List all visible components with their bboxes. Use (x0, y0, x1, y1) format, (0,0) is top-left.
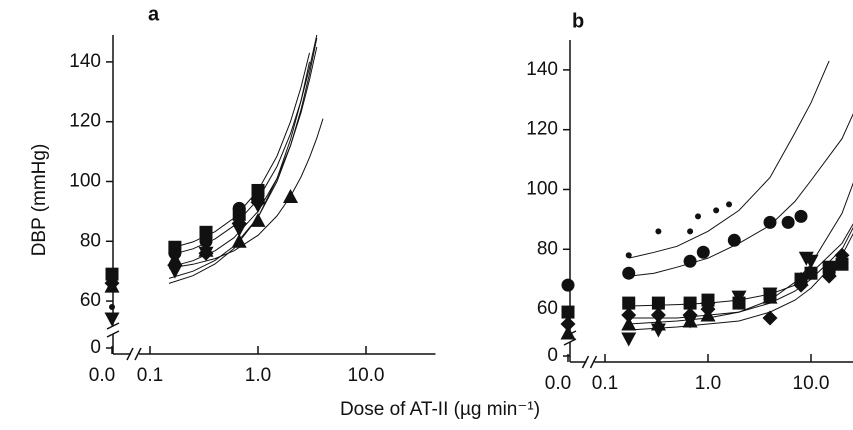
marker (650, 316, 666, 331)
marker (167, 257, 183, 273)
x-tick-label: 0.0 (545, 373, 571, 394)
marker (109, 304, 115, 311)
marker (834, 247, 850, 263)
axis-break (589, 355, 598, 369)
marker (621, 332, 637, 347)
x-tick-label: 10.0 (348, 365, 385, 386)
marker (794, 209, 808, 223)
x-axis-label: Dose of AT-II (µg min⁻¹) (340, 399, 540, 420)
marker (726, 201, 733, 208)
marker (199, 225, 213, 239)
y-tick-label: 80 (537, 238, 558, 259)
axis-break (106, 330, 120, 338)
marker (835, 257, 849, 271)
marker (560, 325, 576, 340)
y-axis-label: DBP (mmHg) (29, 144, 50, 257)
marker (763, 215, 777, 229)
x-tick-label: 1.0 (245, 365, 271, 386)
y-tick-label: 0 (90, 337, 101, 358)
x-tick-label: 1.0 (695, 373, 721, 394)
marker (561, 278, 575, 292)
fit-curve (628, 60, 830, 259)
marker (700, 307, 716, 322)
fit-curve (168, 46, 318, 268)
marker (683, 254, 697, 268)
marker (560, 316, 576, 332)
y-tick-label: 100 (526, 179, 558, 200)
x-tick-label: 0.1 (137, 365, 163, 386)
marker (695, 213, 702, 220)
y-tick-label: 100 (69, 171, 101, 192)
y-tick-label: 140 (526, 59, 558, 80)
marker (625, 252, 632, 259)
marker (713, 207, 720, 214)
marker (199, 234, 213, 248)
marker (762, 289, 778, 304)
marker (804, 266, 818, 280)
axis-break (126, 347, 134, 361)
y-tick-label: 60 (80, 290, 101, 311)
axis-break (581, 355, 590, 369)
marker (250, 212, 266, 227)
fit-curve (168, 37, 318, 279)
marker (104, 275, 120, 291)
y-tick-label: 140 (69, 51, 101, 72)
marker (283, 188, 299, 203)
marker (650, 307, 666, 323)
fit-curve (628, 232, 853, 331)
marker (198, 245, 214, 261)
fit-curve (628, 113, 853, 277)
marker (683, 296, 697, 310)
y-tick-label: 120 (526, 119, 558, 140)
marker (104, 312, 120, 327)
x-tick-label: 0.1 (592, 373, 618, 394)
marker (231, 215, 247, 231)
marker (251, 183, 265, 197)
marker (250, 194, 266, 210)
marker (621, 307, 637, 323)
marker (561, 305, 575, 319)
axis-break (134, 347, 142, 361)
axis-break (106, 322, 120, 330)
marker (731, 290, 747, 305)
panel-label: b (572, 10, 584, 32)
marker (781, 215, 795, 229)
marker (232, 201, 246, 215)
y-tick-label: 120 (69, 111, 101, 132)
marker (803, 254, 819, 269)
y-tick-label: 60 (537, 298, 558, 319)
panel-label: a (148, 3, 160, 25)
marker (621, 316, 637, 331)
marker (105, 267, 119, 281)
axis-break (563, 338, 577, 346)
marker (622, 266, 636, 280)
fit-curve (168, 118, 324, 269)
x-tick-label: 0.0 (89, 365, 115, 386)
fit-curve (628, 223, 853, 307)
marker (622, 296, 636, 310)
x-tick-label: 10.0 (793, 373, 830, 394)
marker (727, 233, 741, 247)
marker (231, 233, 247, 248)
y-tick-label: 0 (547, 345, 558, 366)
marker (793, 271, 809, 286)
y-tick-label: 80 (80, 230, 101, 251)
marker (821, 262, 837, 277)
marker (655, 228, 662, 235)
marker (687, 228, 694, 235)
fit-curve (168, 61, 310, 284)
marker (762, 310, 778, 326)
marker (696, 245, 710, 259)
marker (651, 296, 665, 310)
marker (682, 313, 698, 328)
